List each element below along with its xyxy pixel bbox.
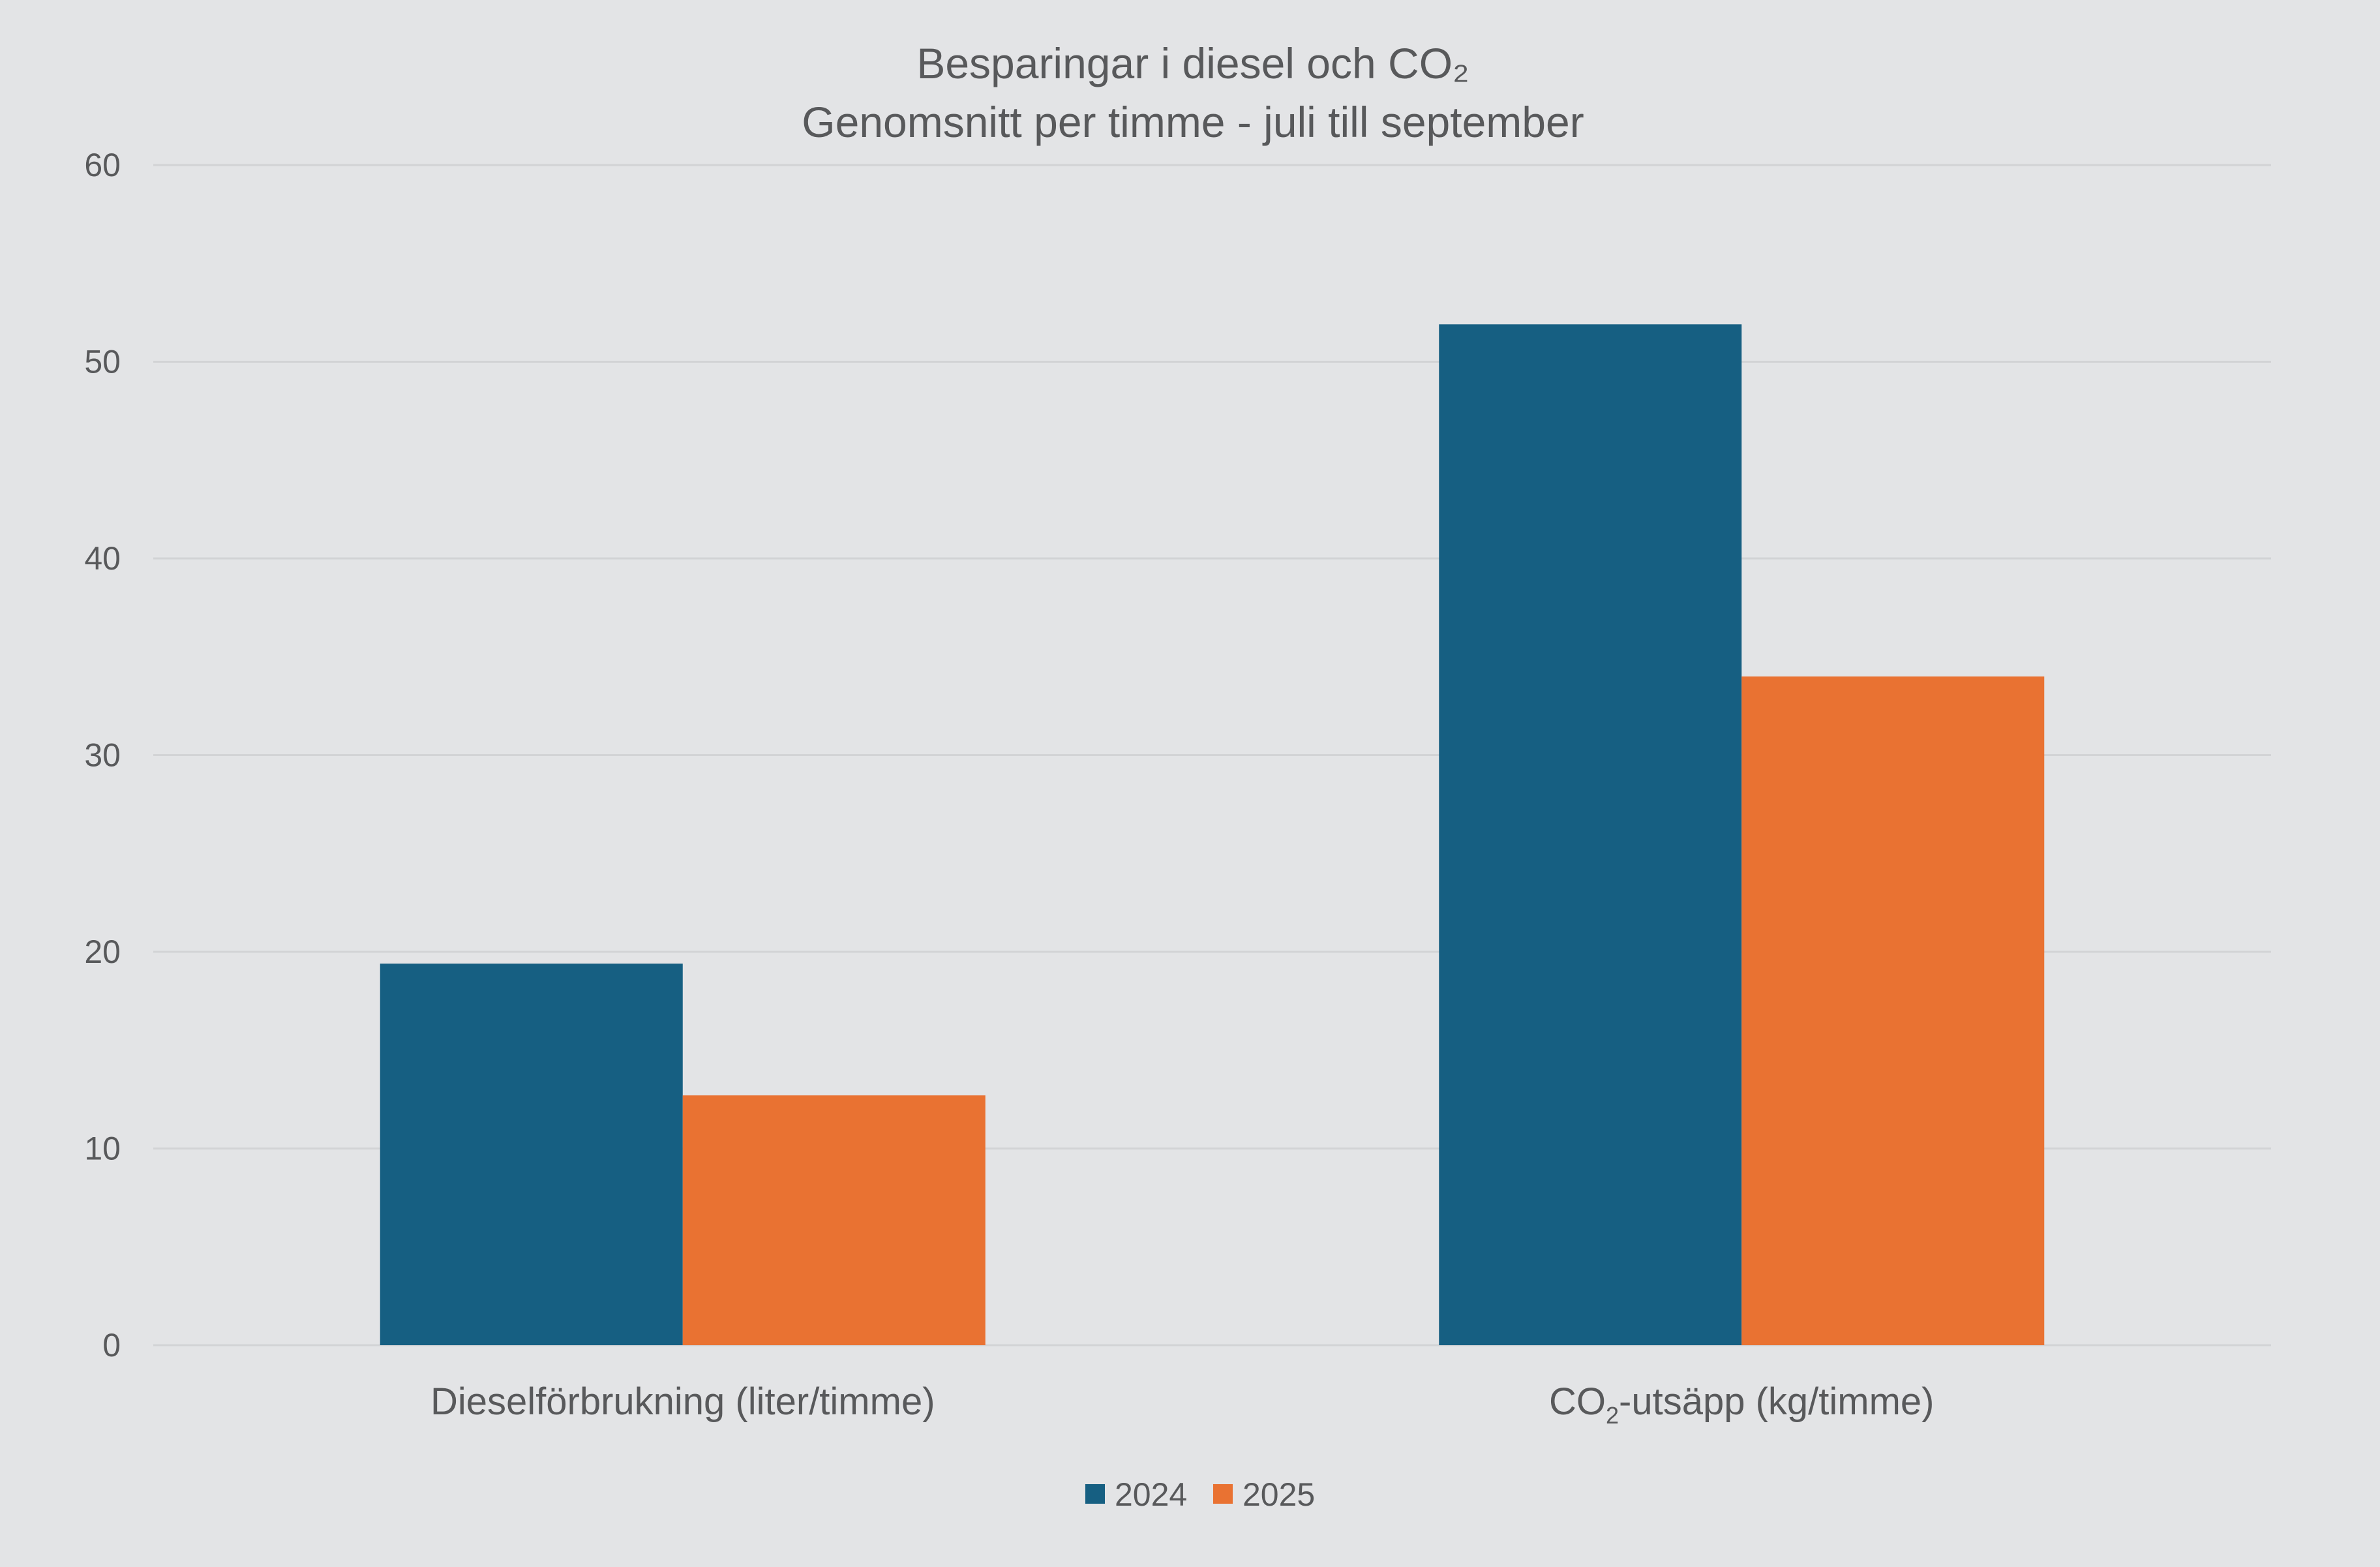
bar-2024-category-0 xyxy=(380,964,683,1345)
bar-2025-category-0 xyxy=(682,1095,986,1345)
y-axis-ticks: 0 10 20 30 40 50 60 xyxy=(84,147,121,1363)
legend-swatch-2025 xyxy=(1213,1484,1233,1504)
bar-2024-category-1 xyxy=(1439,324,1742,1346)
bars xyxy=(380,324,2045,1346)
chart-title: Besparingar i diesel och CO₂ xyxy=(916,39,1469,87)
legend-label-2024: 2024 xyxy=(1115,1476,1187,1513)
category-label-diesel: Dieselförbrukning (liter/timme) xyxy=(430,1380,935,1423)
y-tick-label-20: 20 xyxy=(84,934,121,970)
category-label-co2-prefix: CO xyxy=(1549,1380,1606,1423)
bar-2025-category-1 xyxy=(1741,676,2045,1345)
legend-label-2025: 2025 xyxy=(1243,1476,1315,1513)
legend: 2024 2025 xyxy=(1085,1476,1315,1513)
chart-subtitle: Genomsnitt per timme - juli till septemb… xyxy=(802,98,1584,146)
y-tick-label-0: 0 xyxy=(102,1327,121,1363)
y-tick-label-30: 30 xyxy=(84,737,121,774)
x-axis-categories: Dieselförbrukning (liter/timme) CO2-utsä… xyxy=(430,1380,1935,1429)
legend-swatch-2024 xyxy=(1085,1484,1105,1504)
category-label-co2-subscript: 2 xyxy=(1606,1402,1619,1429)
y-tick-label-50: 50 xyxy=(84,344,121,380)
y-tick-label-60: 60 xyxy=(84,147,121,183)
category-label-co2-suffix: -utsäpp (kg/timme) xyxy=(1619,1380,1934,1423)
category-label-co2: CO2-utsäpp (kg/timme) xyxy=(1549,1380,1935,1429)
y-tick-label-40: 40 xyxy=(84,540,121,577)
y-tick-label-10: 10 xyxy=(84,1131,121,1167)
